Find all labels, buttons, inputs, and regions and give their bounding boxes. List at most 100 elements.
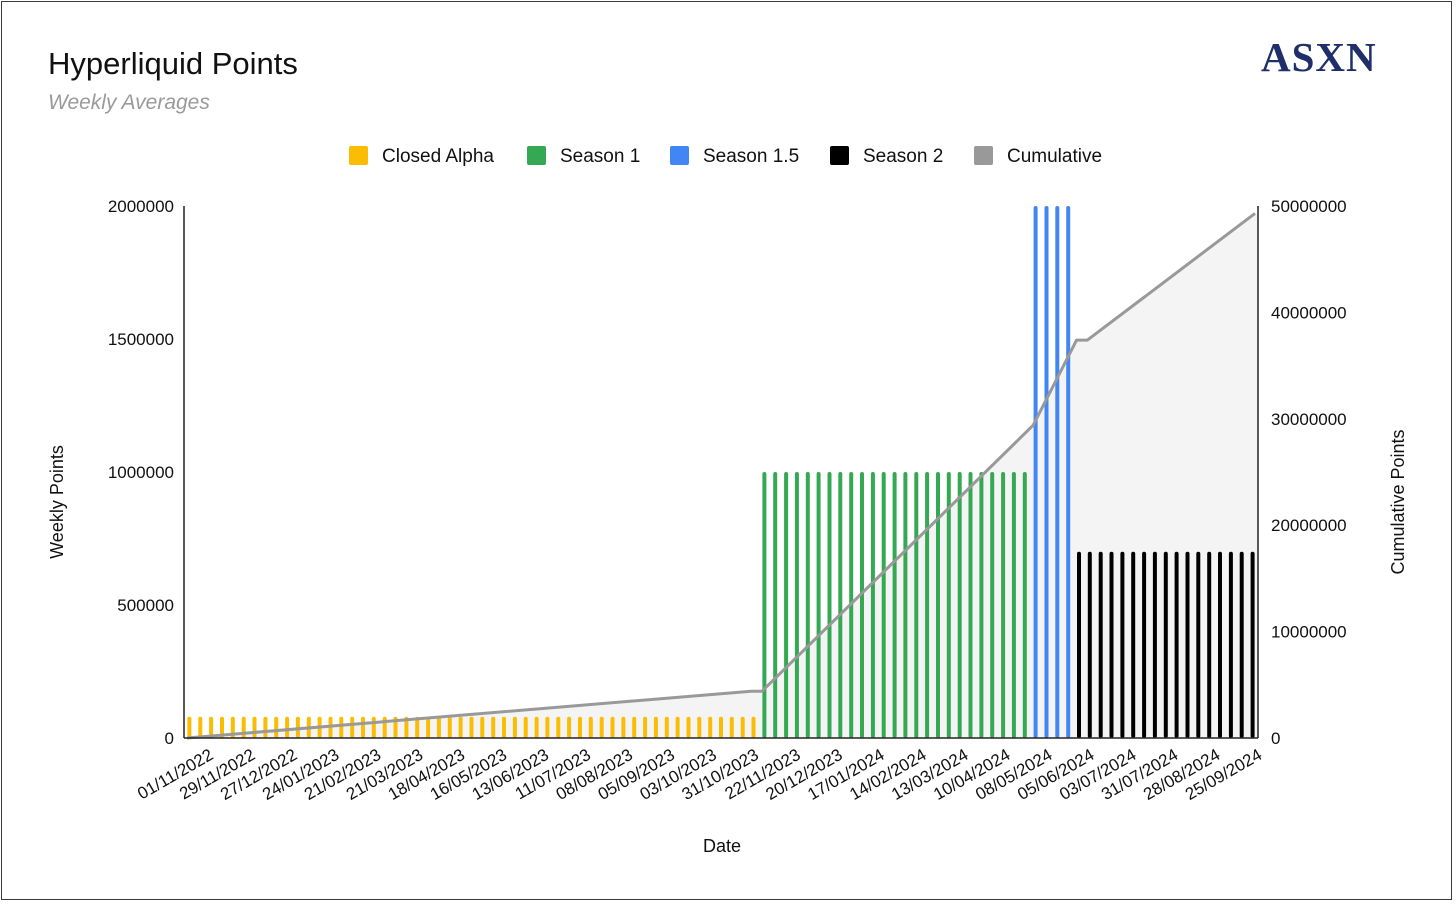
y-tick-label: 1000000 (108, 463, 174, 482)
bar-closed-alpha (664, 716, 669, 738)
bar-closed-alpha (578, 716, 582, 738)
bar-closed-alpha (610, 716, 615, 738)
y-tick-label: 500000 (117, 596, 174, 615)
bar-season-2 (1152, 551, 1157, 738)
bar-season-2 (1250, 551, 1255, 738)
bar-closed-alpha (469, 716, 474, 738)
bar-season-1 (979, 472, 984, 738)
bar-season-2 (1163, 551, 1168, 738)
bar-closed-alpha (447, 716, 452, 738)
bar-closed-alpha (502, 716, 506, 738)
bar-season-2 (1196, 551, 1201, 738)
bar-closed-alpha (534, 716, 539, 738)
bar-season-1-5 (1055, 206, 1060, 738)
bar-season-2 (1174, 551, 1179, 738)
bar-season-1 (946, 472, 951, 738)
bar-closed-alpha (458, 716, 463, 738)
bar-season-2 (1109, 551, 1114, 738)
bar-season-1 (990, 472, 995, 738)
y2-tick-label: 30000000 (1271, 410, 1347, 429)
bar-season-1 (794, 472, 799, 738)
bar-closed-alpha (339, 716, 344, 738)
bar-closed-alpha (632, 716, 637, 738)
bar-season-2 (1207, 551, 1212, 738)
bar-closed-alpha (198, 716, 203, 738)
bar-season-1-5 (1044, 206, 1049, 738)
bar-closed-alpha (708, 716, 713, 738)
bar-season-1 (892, 472, 897, 738)
bar-closed-alpha (545, 716, 550, 738)
bar-closed-alpha (599, 716, 604, 738)
y2-tick-label: 0 (1271, 729, 1280, 748)
bar-closed-alpha (675, 716, 680, 738)
bar-closed-alpha (252, 716, 257, 738)
bar-closed-alpha (274, 716, 279, 738)
bar-season-1 (968, 472, 973, 738)
bar-closed-alpha (350, 716, 355, 738)
bar-closed-alpha (740, 716, 745, 738)
bar-closed-alpha (436, 716, 441, 738)
chart-title: Hyperliquid Points (48, 46, 298, 81)
bar-closed-alpha (588, 716, 593, 738)
bar-closed-alpha (415, 716, 420, 738)
bar-season-1 (1001, 472, 1006, 738)
bar-closed-alpha (209, 716, 214, 738)
bar-closed-alpha (719, 716, 723, 738)
bar-closed-alpha (371, 716, 376, 738)
y2-tick-label: 50000000 (1271, 197, 1347, 216)
legend-swatch (974, 146, 993, 165)
bar-season-2 (1120, 551, 1125, 738)
bar-closed-alpha (643, 716, 648, 738)
bar-closed-alpha (729, 716, 734, 738)
bar-closed-alpha (751, 716, 756, 738)
y2-tick-label: 10000000 (1271, 623, 1347, 642)
bar-season-1 (870, 472, 875, 738)
legend-label: Season 2 (863, 146, 943, 167)
bar-closed-alpha (491, 716, 496, 738)
y-tick-label: 2000000 (108, 197, 174, 216)
bar-season-1 (805, 472, 810, 738)
cumulative-line (186, 212, 1256, 740)
cumulative-area (184, 213, 1258, 738)
bar-closed-alpha (621, 716, 626, 738)
bar-closed-alpha (653, 716, 658, 738)
bar-season-1 (838, 472, 843, 738)
legend: Closed Alpha Season 1 Season 1.5 Season 2 Cu… (349, 146, 1102, 167)
y2-tick-label: 20000000 (1271, 516, 1347, 535)
bar-closed-alpha (382, 716, 387, 738)
bar-season-1 (914, 472, 919, 738)
bar-season-1 (925, 472, 930, 738)
chart-subtitle: Weekly Averages (48, 91, 210, 114)
bar-season-2 (1098, 551, 1103, 738)
bar-season-2 (1185, 551, 1190, 738)
bar-season-2 (1228, 551, 1233, 738)
bar-closed-alpha (263, 716, 268, 738)
bar-closed-alpha (686, 716, 691, 738)
bar-season-2 (1131, 551, 1136, 738)
y-tick-label: 0 (165, 729, 174, 748)
bar-season-1-5 (1033, 206, 1038, 738)
legend-swatch (670, 146, 689, 165)
bar-closed-alpha (556, 716, 561, 738)
bar-season-1-5 (1066, 206, 1071, 738)
bar-closed-alpha (361, 716, 365, 738)
y-tick-label: 1500000 (108, 330, 174, 349)
bar-season-2 (1087, 551, 1092, 738)
bar-closed-alpha (426, 716, 431, 738)
bar-season-1 (957, 472, 962, 738)
bar-season-1 (860, 472, 864, 738)
cumulative-area-layer (184, 213, 1258, 738)
bar-season-1 (936, 472, 940, 738)
legend-swatch (349, 146, 368, 165)
brand-logo: ASXN (1261, 34, 1377, 80)
bar-closed-alpha (567, 716, 572, 738)
bar-season-2 (1239, 551, 1244, 738)
bar-closed-alpha (523, 716, 528, 738)
legend-label: Cumulative (1007, 146, 1102, 167)
bars-layer (187, 206, 1255, 738)
legend-label: Closed Alpha (382, 146, 494, 167)
bar-season-1 (1011, 472, 1016, 738)
y2-axis-label: Cumulative Points (1388, 429, 1408, 574)
bar-closed-alpha (512, 716, 517, 738)
